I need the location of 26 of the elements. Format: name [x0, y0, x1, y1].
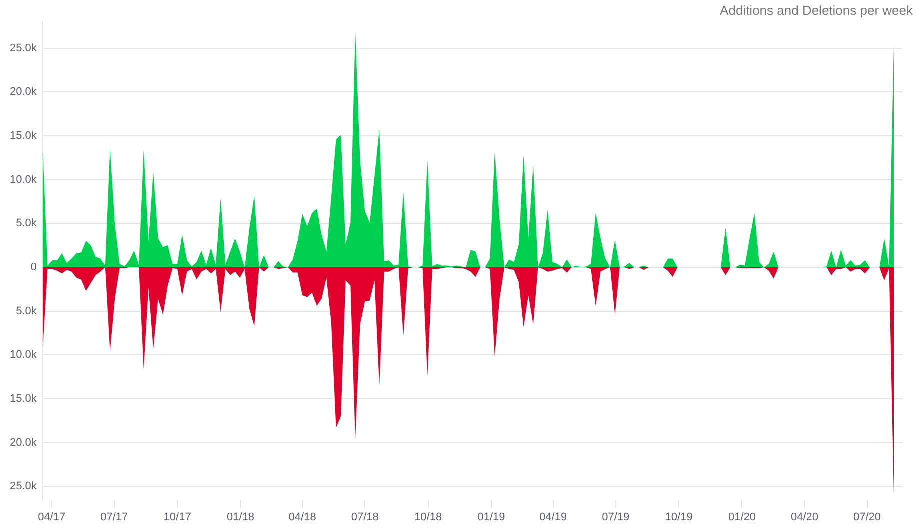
y-tick-label: 5.0k [16, 218, 38, 230]
x-tick-label: 10/18 [414, 511, 442, 524]
x-tick-label: 10/19 [665, 511, 693, 524]
y-tick-label: 0 [30, 262, 37, 274]
x-tick-label: 01/19 [478, 511, 506, 524]
x-tick-label: 04/17 [38, 511, 66, 524]
y-tick-label: 20.0k [10, 86, 38, 98]
x-tick-label: 01/20 [728, 511, 756, 524]
y-tick-label: 15.0k [10, 393, 38, 406]
y-tick-label: 5.0k [16, 305, 38, 318]
y-tick-label: 25.0k [10, 42, 38, 54]
x-tick-label: 07/20 [854, 511, 882, 524]
y-tick-label: 10.0k [10, 349, 38, 362]
y-tick-label: 20.0k [10, 436, 38, 449]
x-tick-label: 07/18 [351, 511, 379, 524]
x-tick-label: 07/17 [100, 511, 128, 524]
x-tick-label: 04/18 [288, 511, 316, 524]
x-tick-label: 04/19 [540, 511, 568, 524]
y-tick-label: 10.0k [10, 174, 38, 186]
chart-title: Additions and Deletions per week [720, 3, 913, 18]
x-tick-label: 10/17 [164, 511, 192, 524]
y-tick-label: 15.0k [10, 130, 38, 142]
x-tick-label: 01/18 [226, 511, 255, 524]
y-tick-label: 25.0k [10, 480, 38, 493]
x-tick-label: 04/20 [790, 511, 819, 524]
x-tick-label: 07/19 [602, 511, 630, 524]
